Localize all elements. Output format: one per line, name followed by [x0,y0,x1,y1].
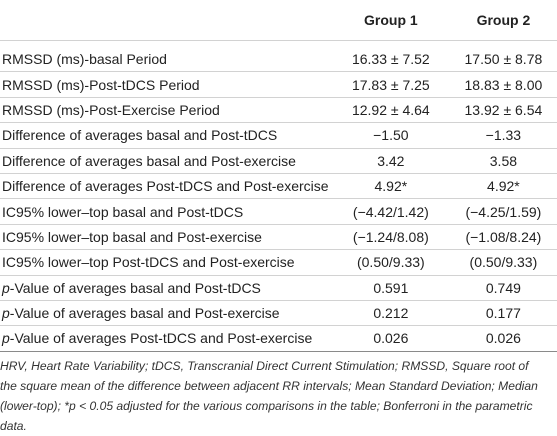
group-1-value: 16.33 ± 7.52 [331,40,450,73]
table-row: RMSSD (ms)-basal Period 16.33 ± 7.52 17.50… [0,40,557,73]
row-label: RMSSD (ms)-basal Period [0,40,332,73]
results-table: Group 1 Group 2 RMSSD (ms)-basal Period 1… [0,0,557,352]
row-label: IC95% lower–top Post-tDCS and Post-exerc… [0,249,332,276]
row-label-italic-prefix: p [2,330,10,347]
row-label: RMSSD (ms)-Post-Exercise Period [0,97,332,124]
group-2-value: 0.177 [449,300,557,327]
table-footnote: HRV, Heart Rate Variability; tDCS, Trans… [0,359,538,433]
group-2-value: 0.026 [449,325,557,352]
group-1-value: 0.591 [331,275,450,301]
table-row: IC95% lower–top Post-tDCS and Post-exerc… [0,249,557,276]
table-row: RMSSD (ms)-Post-Exercise Period 12.92 ± 4… [0,97,557,124]
table-row: Difference of averages basal and Post-tD… [0,122,557,149]
row-label: Difference of averages basal and Post-tD… [0,122,332,149]
group-1-value: 17.83 ± 7.25 [331,71,450,98]
row-label-text: RMSSD (ms)-Post-tDCS Period [2,76,200,93]
table-row: p-Value of averages basal and Post-exerc… [0,300,557,327]
group-2-value: 0.749 [449,275,557,301]
row-label: IC95% lower–top basal and Post-exercise [0,224,332,251]
row-label-text: Difference of averages Post-tDCS and Pos… [2,178,329,195]
group-2-value: 13.92 ± 6.54 [449,97,557,124]
row-label: IC95% lower–top basal and Post-tDCS [0,198,332,225]
table-row: RMSSD (ms)-Post-tDCS Period 17.83 ± 7.25 1… [0,71,557,98]
group-2-value: −1.33 [449,122,557,149]
table-body: RMSSD (ms)-basal Period 16.33 ± 7.52 17.50… [0,40,557,352]
header-group-2: Group 2 [449,0,557,41]
row-label-text: Difference of averages basal and Post-tD… [2,127,278,144]
table-row: p-Value of averages basal and Post-tDCS 0… [0,275,557,301]
row-label-text: -Value of averages basal and Post-exerci… [9,305,280,322]
group-2-value: 4.92* [449,173,557,200]
group-2-value: (−1.08/8.24) [449,224,557,251]
row-label-text: -Value of averages basal and Post-tDCS [9,279,261,296]
row-label-text: Difference of averages basal and Post-ex… [2,152,296,169]
row-label-text: RMSSD (ms)-basal Period [2,51,167,68]
row-label: Difference of averages basal and Post-ex… [0,148,332,174]
group-2-value: 18.83 ± 8.00 [449,71,557,98]
table-row: Difference of averages Post-tDCS and Pos… [0,173,557,200]
header-row: Group 1 Group 2 [0,0,557,41]
group-1-value: −1.50 [331,122,450,149]
table-row: IC95% lower–top basal and Post-exercise (… [0,224,557,251]
group-1-value: 0.212 [331,300,450,327]
row-label: p-Value of averages basal and Post-exerc… [0,300,332,327]
row-label: Difference of averages Post-tDCS and Pos… [0,173,332,200]
row-label-text: IC95% lower–top Post-tDCS and Post-exerc… [2,254,295,271]
group-1-value: (−1.24/8.08) [331,224,450,251]
table-row: IC95% lower–top basal and Post-tDCS (−4.4… [0,198,557,225]
header-empty [0,0,332,41]
group-1-value: 3.42 [331,148,450,174]
row-label: p-Value of averages basal and Post-tDCS [0,275,332,301]
row-label-text: IC95% lower–top basal and Post-exercise [2,228,262,245]
group-1-value: 12.92 ± 4.64 [331,97,450,124]
table-header: Group 1 Group 2 [0,0,557,41]
row-label-text: IC95% lower–top basal and Post-tDCS [2,203,244,220]
group-1-value: 4.92* [331,173,450,200]
row-label: RMSSD (ms)-Post-tDCS Period [0,71,332,98]
row-label-italic-prefix: p [2,305,10,322]
header-group-1: Group 1 [331,0,450,41]
table-row: p-Value of averages Post-tDCS and Post-e… [0,325,557,352]
group-2-value: 3.58 [449,148,557,174]
group-1-value: 0.026 [331,325,450,352]
row-label: p-Value of averages Post-tDCS and Post-e… [0,325,332,352]
group-2-value: 17.50 ± 8.78 [449,40,557,73]
group-1-value: (−4.42/1.42) [331,198,450,225]
group-1-value: (0.50/9.33) [331,249,450,276]
group-2-value: (0.50/9.33) [449,249,557,276]
group-2-value: (−4.25/1.59) [449,198,557,225]
row-label-text: -Value of averages Post-tDCS and Post-ex… [9,330,313,347]
row-label-text: RMSSD (ms)-Post-Exercise Period [2,101,220,118]
row-label-italic-prefix: p [2,279,10,296]
table-row: Difference of averages basal and Post-ex… [0,148,557,174]
